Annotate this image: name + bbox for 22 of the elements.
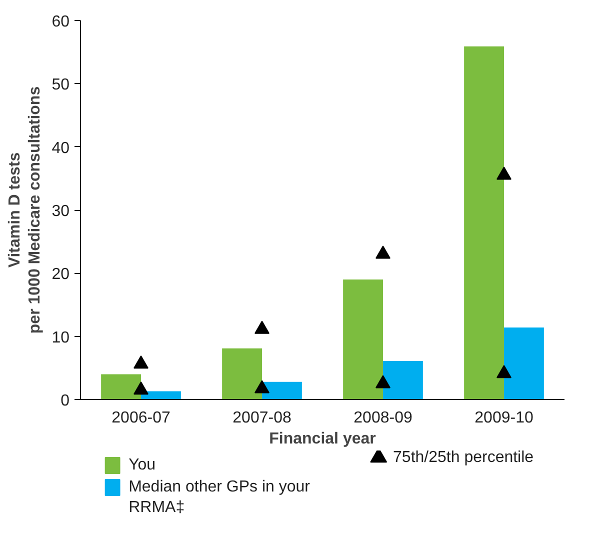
bar xyxy=(504,327,544,400)
y-tick-label: 60 xyxy=(52,14,70,30)
legend-label: Median other GPs in your RRMA‡ xyxy=(128,478,311,516)
bar xyxy=(464,46,504,400)
x-tick-label: 2008-09 xyxy=(354,410,412,426)
y-tick-label: 10 xyxy=(52,329,70,346)
y-axis-title: Vitamin D tests per 1000 Medicare consultations xyxy=(6,86,44,334)
legend-label: 75th/25th percentile xyxy=(393,449,534,466)
bar xyxy=(383,360,423,400)
y-tick-label: 20 xyxy=(52,266,70,284)
y-tick-label: 40 xyxy=(52,140,70,157)
y-tick-label: 0 xyxy=(60,392,70,410)
y-tick-label: 30 xyxy=(52,203,70,220)
x-tick-label: 2006-07 xyxy=(112,410,170,426)
y-tick-label: 50 xyxy=(52,76,70,94)
legend-label: You xyxy=(128,456,156,474)
bar xyxy=(101,374,141,400)
x-axis-title: Financial year xyxy=(269,430,376,448)
x-tick-label: 2007-08 xyxy=(232,410,292,426)
x-tick-label: 2009-10 xyxy=(474,410,534,426)
bar xyxy=(222,348,262,400)
bar xyxy=(343,279,383,400)
